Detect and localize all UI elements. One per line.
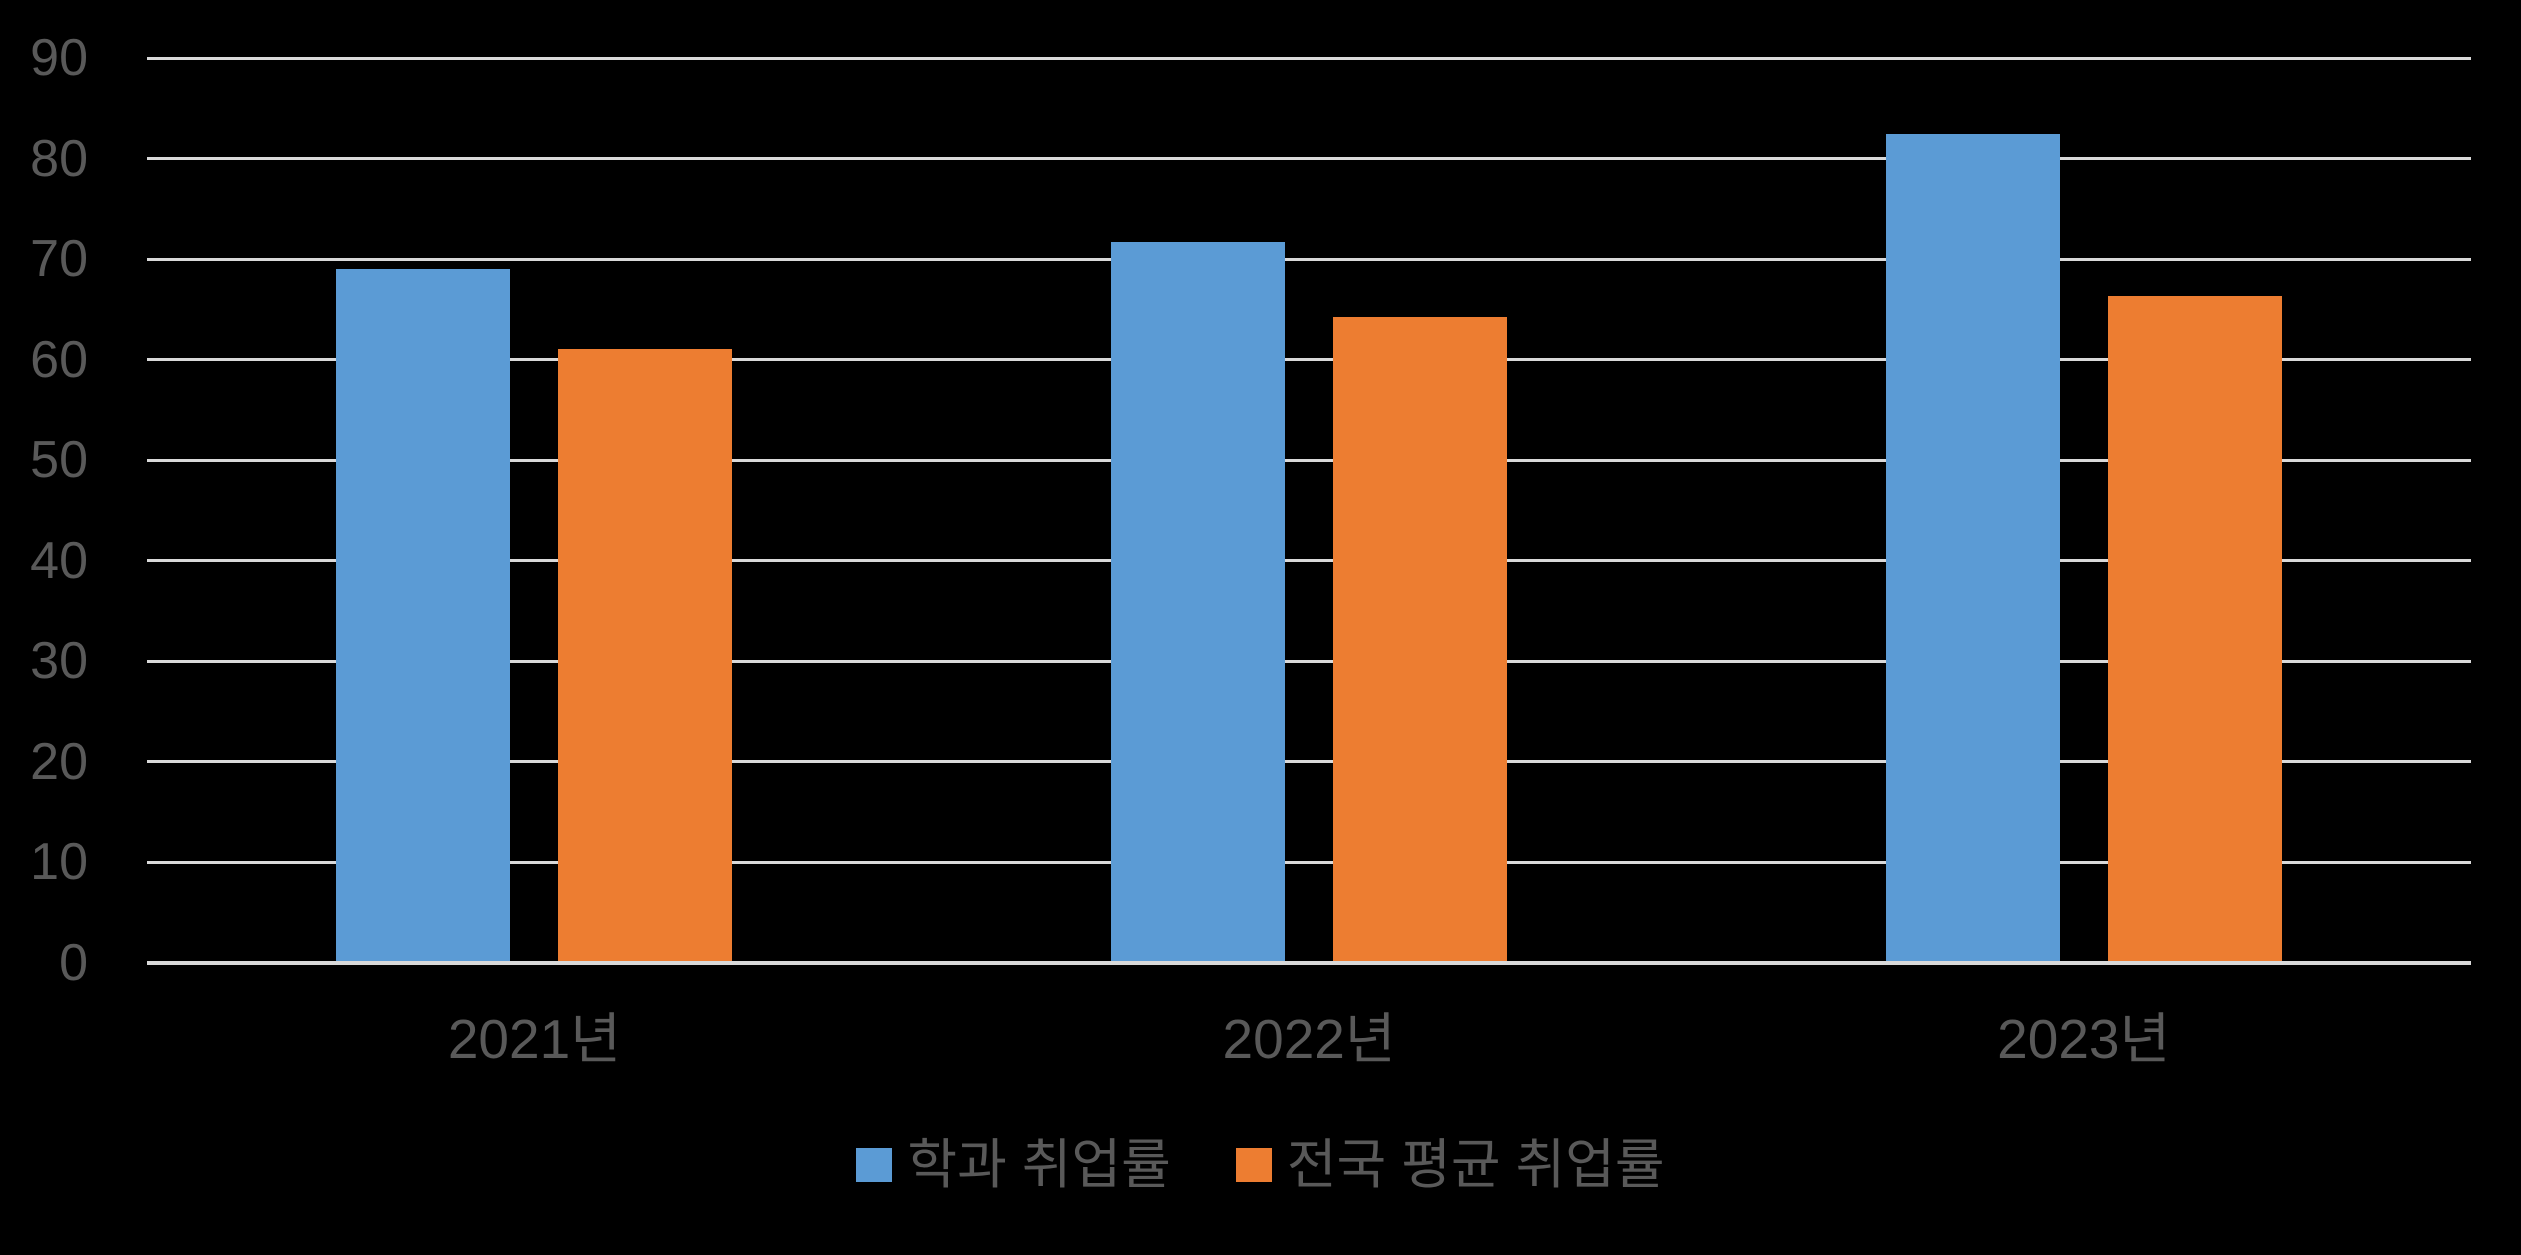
bar-series1-2023년 (1885, 134, 2060, 963)
bar-series1-2021년 (336, 269, 511, 963)
legend-item-series2: 전국 평균 취업률 (1235, 1135, 1665, 1195)
legend-label-national-avg-rate: 전국 평균 취업률 (1286, 1135, 1665, 1195)
y-axis-label-80: 80 (30, 129, 88, 188)
legend-marker-dept-rate (856, 1148, 893, 1182)
y-axis-label-60: 60 (30, 330, 88, 389)
legend: 학과 취업률 전국 평균 취업률 (0, 1138, 2521, 1192)
y-axis-label-0: 0 (59, 934, 88, 992)
gridline-90 (147, 56, 2471, 60)
bar-series2-2021년 (558, 348, 733, 963)
x-axis-labels: 2021년 2022년 2023년 (147, 1012, 2471, 1082)
gridline-60 (147, 358, 2471, 362)
gridline-20 (147, 760, 2471, 764)
legend-marker-national-avg-rate (1235, 1148, 1272, 1182)
bar-series1-2022년 (1111, 242, 1285, 963)
x-axis-label-2022년: 2022년 (1222, 1008, 1396, 1070)
gridline-50 (147, 458, 2471, 462)
x-axis-label-2023년: 2023년 (1997, 1008, 2171, 1070)
y-axis-labels: 0 10 20 30 40 50 60 70 80 90 (0, 32, 88, 989)
y-axis-label-20: 20 (30, 732, 88, 791)
x-axis-label-2021년: 2021년 (447, 1008, 621, 1070)
y-axis-label-30: 30 (30, 632, 88, 691)
gridline-10 (147, 860, 2471, 864)
plot-area (147, 56, 2471, 965)
y-axis-label-70: 70 (30, 230, 88, 289)
y-axis-label-50: 50 (30, 431, 88, 490)
legend-label-dept-rate: 학과 취업률 (907, 1135, 1171, 1195)
y-axis-label-10: 10 (30, 833, 88, 892)
bar-series2-2023년 (2107, 296, 2282, 963)
gridline-70 (147, 257, 2471, 261)
y-axis-label-90: 90 (30, 29, 88, 87)
x-axis-line (147, 961, 2471, 965)
y-axis-label-40: 40 (30, 531, 88, 590)
legend-item-series1: 학과 취업률 (856, 1135, 1171, 1195)
bar-series2-2022년 (1333, 317, 1507, 963)
gridline-40 (147, 559, 2471, 563)
gridline-80 (147, 157, 2471, 161)
gridline-30 (147, 659, 2471, 663)
